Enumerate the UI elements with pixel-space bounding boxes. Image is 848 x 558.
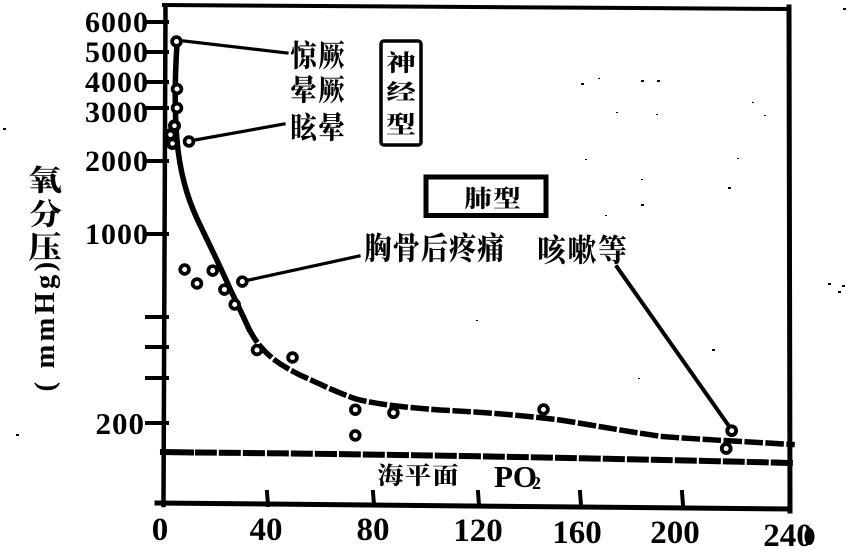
svg-text:80: 80	[357, 512, 390, 548]
svg-text:200: 200	[96, 406, 146, 441]
svg-text:5000: 5000	[85, 36, 149, 69]
svg-text:PO: PO	[494, 459, 537, 494]
svg-text:(: (	[30, 382, 61, 392]
svg-text:1000: 1000	[85, 218, 149, 251]
svg-text:6000: 6000	[85, 6, 149, 39]
svg-text:4000: 4000	[85, 66, 149, 99]
svg-text:40: 40	[250, 512, 283, 548]
svg-text:120: 120	[453, 513, 503, 549]
svg-text:0: 0	[152, 512, 169, 548]
svg-text:2000: 2000	[85, 145, 149, 178]
svg-text:3000: 3000	[85, 96, 149, 129]
svg-text:240: 240	[763, 518, 813, 553]
svg-text:2: 2	[532, 473, 541, 493]
svg-text:160: 160	[552, 515, 602, 551]
svg-text:mmHg): mmHg)	[30, 259, 61, 369]
svg-text:200: 200	[650, 515, 700, 551]
